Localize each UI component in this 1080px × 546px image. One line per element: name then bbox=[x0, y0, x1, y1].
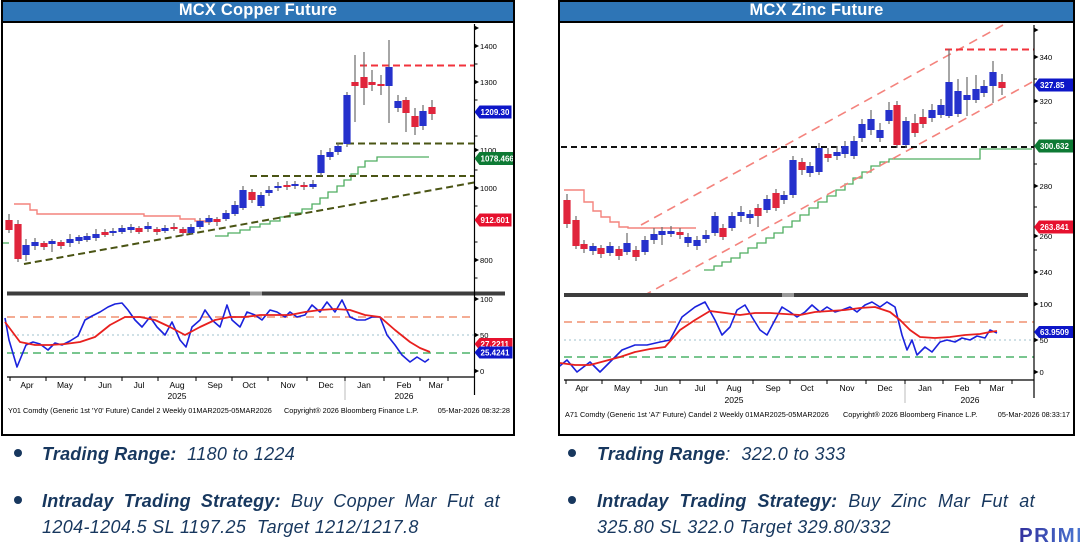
svg-text:63.9509: 63.9509 bbox=[1040, 328, 1069, 337]
svg-text:Y01 Comdty (Generic 1st 'Y0' F: Y01 Comdty (Generic 1st 'Y0' Future) Can… bbox=[8, 406, 272, 415]
svg-text:0: 0 bbox=[1040, 368, 1044, 377]
svg-text:Jan: Jan bbox=[357, 380, 371, 390]
svg-text:Jun: Jun bbox=[98, 380, 112, 390]
svg-text:1078.466: 1078.466 bbox=[481, 155, 514, 164]
svg-text:May: May bbox=[614, 383, 631, 393]
svg-text:1209.30: 1209.30 bbox=[481, 108, 510, 117]
svg-text:263.841: 263.841 bbox=[1040, 223, 1069, 232]
svg-text:05-Mar-2026 08:33:17: 05-Mar-2026 08:33:17 bbox=[998, 410, 1070, 419]
svg-text:Jul: Jul bbox=[695, 383, 706, 393]
svg-text:260: 260 bbox=[1040, 232, 1053, 241]
svg-text:Dec: Dec bbox=[318, 380, 334, 390]
svg-text:2026: 2026 bbox=[395, 391, 414, 401]
svg-text:1400: 1400 bbox=[480, 42, 497, 51]
svg-text:Jul: Jul bbox=[134, 380, 145, 390]
svg-text:1100: 1100 bbox=[480, 146, 496, 155]
svg-text:Oct: Oct bbox=[800, 383, 814, 393]
svg-text:340: 340 bbox=[1040, 53, 1053, 62]
svg-text:Jan: Jan bbox=[918, 383, 932, 393]
svg-text:50: 50 bbox=[1040, 336, 1048, 345]
svg-text:Mar: Mar bbox=[990, 383, 1005, 393]
svg-text:240: 240 bbox=[1040, 268, 1053, 277]
svg-text:PRIME: PRIME bbox=[1019, 524, 1080, 546]
svg-text:320: 320 bbox=[1040, 97, 1053, 106]
svg-text:Copyright® 2026 Bloomberg Fina: Copyright® 2026 Bloomberg Finance L.P. bbox=[843, 410, 977, 419]
svg-text:Copyright® 2026 Bloomberg Fina: Copyright® 2026 Bloomberg Finance L.P. bbox=[284, 406, 418, 415]
svg-text:Dec: Dec bbox=[877, 383, 893, 393]
svg-text:25.4241: 25.4241 bbox=[481, 349, 510, 358]
svg-text:Aug: Aug bbox=[169, 380, 184, 390]
svg-text:800: 800 bbox=[480, 256, 493, 265]
svg-text:912.601: 912.601 bbox=[481, 216, 510, 225]
svg-text:Jun: Jun bbox=[654, 383, 668, 393]
svg-text:Feb: Feb bbox=[397, 380, 412, 390]
svg-text:50: 50 bbox=[480, 331, 488, 340]
svg-text:100: 100 bbox=[480, 295, 493, 304]
svg-text:300.632: 300.632 bbox=[1040, 142, 1069, 151]
svg-text:1300: 1300 bbox=[480, 78, 497, 87]
svg-text:Aug: Aug bbox=[726, 383, 741, 393]
svg-text:Nov: Nov bbox=[839, 383, 855, 393]
svg-text:2025: 2025 bbox=[725, 395, 744, 405]
svg-text:27.2211: 27.2211 bbox=[481, 340, 510, 349]
svg-text:327.85: 327.85 bbox=[1040, 81, 1065, 90]
svg-text:2026: 2026 bbox=[961, 395, 980, 405]
svg-text:A71 Comdty (Generic 1st 'A7' F: A71 Comdty (Generic 1st 'A7' Future) Can… bbox=[565, 410, 829, 419]
svg-text:05-Mar-2026 08:32:28: 05-Mar-2026 08:32:28 bbox=[438, 406, 510, 415]
svg-text:Sep: Sep bbox=[765, 383, 780, 393]
svg-text:Apr: Apr bbox=[20, 380, 33, 390]
svg-text:Mar: Mar bbox=[429, 380, 444, 390]
svg-text:Oct: Oct bbox=[242, 380, 256, 390]
svg-text:Sep: Sep bbox=[207, 380, 222, 390]
svg-text:Feb: Feb bbox=[955, 383, 970, 393]
svg-text:May: May bbox=[57, 380, 74, 390]
svg-text:2025: 2025 bbox=[168, 391, 187, 401]
svg-text:1000: 1000 bbox=[480, 184, 497, 193]
svg-text:Nov: Nov bbox=[280, 380, 296, 390]
svg-text:280: 280 bbox=[1040, 182, 1053, 191]
svg-text:Apr: Apr bbox=[575, 383, 588, 393]
svg-text:0: 0 bbox=[480, 367, 484, 376]
svg-text:100: 100 bbox=[1040, 300, 1053, 309]
